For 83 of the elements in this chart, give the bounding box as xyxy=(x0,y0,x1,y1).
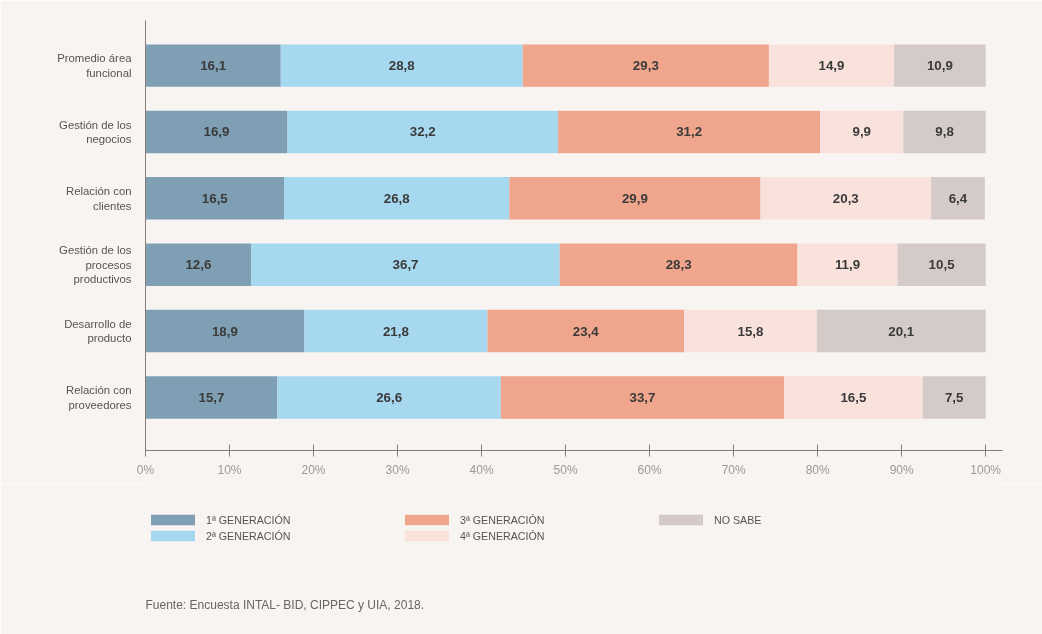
bar xyxy=(287,110,559,154)
bar xyxy=(558,110,821,154)
x-tick-label: 80% xyxy=(805,462,830,477)
data-label: 10,5 xyxy=(928,257,956,273)
data-label: 6,4 xyxy=(948,190,968,206)
bar xyxy=(277,376,501,419)
bar xyxy=(768,44,895,87)
source-note: Fuente: Encuesta INTAL- BID, CIPPEC y UIA, 2018. xyxy=(145,597,425,612)
bar xyxy=(145,110,288,154)
bar xyxy=(897,243,986,286)
y-tick-label: Gestión de los negocios xyxy=(59,118,132,146)
data-label: 20,3 xyxy=(832,190,859,206)
y-tick-label: Desarrollo de producto xyxy=(64,317,132,345)
bar xyxy=(903,110,986,154)
bar xyxy=(145,44,281,87)
data-label: 29,9 xyxy=(621,190,648,206)
x-tick-label: 0% xyxy=(136,462,155,477)
data-label: 20,1 xyxy=(888,323,915,339)
data-label: 26,6 xyxy=(376,389,403,405)
data-label: 18,9 xyxy=(211,323,238,339)
data-label: 16,9 xyxy=(203,124,230,140)
bar xyxy=(304,309,488,353)
bar xyxy=(145,243,252,286)
data-label: 11,9 xyxy=(834,257,861,273)
data-label: 12,6 xyxy=(185,257,212,273)
x-tick-label: 100% xyxy=(970,462,1002,477)
bar xyxy=(145,309,305,353)
bar xyxy=(931,177,985,220)
bar xyxy=(522,44,769,87)
bar xyxy=(559,243,798,286)
bar xyxy=(145,376,278,419)
y-tick-label: Promedio área funcional xyxy=(57,52,133,79)
bar xyxy=(784,376,923,419)
bar xyxy=(280,44,523,87)
x-tick-label: 30% xyxy=(385,462,410,477)
data-label: 14,9 xyxy=(818,58,845,74)
bar xyxy=(251,243,560,286)
data-label: 9,9 xyxy=(852,124,872,140)
data-label: 23,4 xyxy=(572,323,600,339)
bar xyxy=(816,309,986,353)
data-label: 26,8 xyxy=(383,190,410,206)
data-label: 21,8 xyxy=(382,323,409,339)
x-tick-label: 10% xyxy=(217,462,242,477)
data-label: 36,7 xyxy=(392,257,419,273)
y-tick-label: Relación con clientes xyxy=(66,185,132,212)
x-tick-label: 90% xyxy=(889,462,915,477)
legend-label: 4ª GENERACIÓN xyxy=(460,529,546,542)
data-label: 29,3 xyxy=(632,58,659,74)
bar xyxy=(760,177,932,220)
x-tick-label: 20% xyxy=(301,462,326,477)
legend-label: 2ª GENERACIÓN xyxy=(206,529,292,542)
bar xyxy=(922,376,986,419)
x-tick-label: 40% xyxy=(469,462,494,477)
x-tick-label: 60% xyxy=(637,462,662,477)
bar xyxy=(145,177,285,220)
data-label: 16,5 xyxy=(201,190,229,206)
bar xyxy=(500,376,785,419)
y-tick-label: Gestión de los procesos productivos xyxy=(59,244,132,286)
data-label: 15,8 xyxy=(737,323,764,339)
legend-label: 3ª GENERACIÓN xyxy=(460,513,546,526)
bar xyxy=(509,177,761,220)
x-tick-label: 70% xyxy=(721,462,746,477)
data-label: 33,7 xyxy=(629,389,656,405)
legend-label: NO SABE xyxy=(714,513,763,526)
data-label: 28,3 xyxy=(665,257,692,273)
bar xyxy=(487,309,685,353)
data-label: 7,5 xyxy=(944,389,965,405)
data-label: 28,8 xyxy=(388,58,415,74)
data-label: 15,7 xyxy=(198,389,225,405)
x-tick-label: 50% xyxy=(553,462,578,477)
data-label: 31,2 xyxy=(676,124,703,140)
data-label: 16,5 xyxy=(840,389,867,405)
legend-label: 1ª GENERACIÓN xyxy=(206,513,292,526)
bar xyxy=(797,243,898,286)
y-tick-label: Relación con proveedores xyxy=(66,384,132,411)
data-label: 16,1 xyxy=(200,58,227,74)
bar xyxy=(894,44,986,87)
data-label: 32,2 xyxy=(409,124,436,140)
bar xyxy=(820,110,904,154)
bar xyxy=(284,177,510,220)
data-label: 10,9 xyxy=(926,58,953,74)
data-label: 9,8 xyxy=(935,124,954,140)
bar xyxy=(684,309,817,353)
